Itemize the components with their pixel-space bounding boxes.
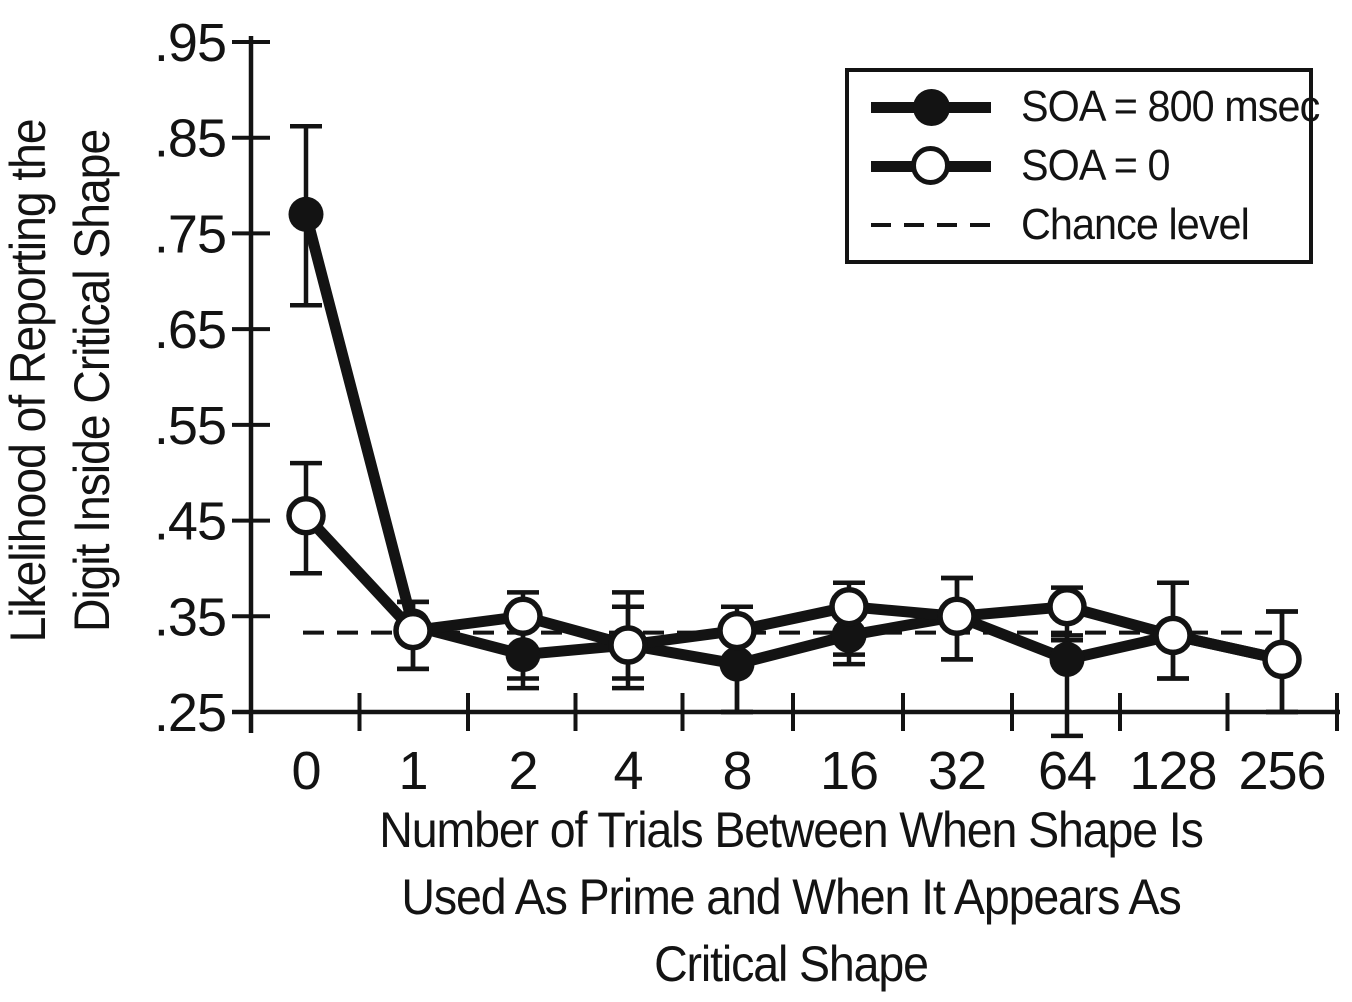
y-tick-label: .25 [154,683,226,743]
x-axis-title-line2: Used As Prime and When It Appears As [401,869,1181,925]
x-axis-title-line1: Number of Trials Between When Shape Is [379,802,1204,858]
legend-label-soa-0: SOA = 0 [1021,141,1171,190]
x-tick-label: 4 [613,741,642,801]
data-point [1047,586,1087,627]
y-tick-label: .45 [154,492,226,552]
data-point [288,196,324,232]
error-bars-series-1 [290,460,1298,715]
data-point [1049,641,1085,677]
filled-circle-marker-icon [871,85,991,129]
x-tick-label: 0 [291,741,320,801]
series-line-0 [300,212,1284,670]
legend: SOA = 800 msec SOA = 0 Chance level [845,68,1320,264]
data-point [1262,639,1302,680]
y-axis-title-line1: Likelihood of Reporting the [0,119,56,643]
filled-circle-swatch [912,88,950,126]
y-tick-label: .55 [154,396,226,456]
x-axis: 0 1 2 4 8 16 32 64 128 256 [232,693,1340,801]
data-point [719,646,755,682]
x-tick-label: 128 [1129,741,1216,801]
x-axis-title: Number of Trials Between When Shape Is U… [280,797,1303,998]
data-point [1153,615,1193,656]
series-markers-1 [286,496,1302,680]
series-markers-0 [288,196,1300,682]
data-point [393,610,433,651]
legend-item-soa-800: SOA = 800 msec [871,82,1320,131]
x-tick-label: 8 [722,741,751,801]
data-point [503,596,543,637]
x-axis-title-line3: Critical Shape [654,936,929,992]
y-tick-label: .75 [154,204,226,264]
legend-item-chance-level: Chance level [871,200,1309,249]
data-point [505,637,541,673]
data-point [829,586,869,627]
x-tick-label: 16 [820,741,878,801]
data-point [286,496,326,536]
y-tick-label: .35 [154,587,226,647]
dashed-line-icon [871,203,991,247]
legend-item-soa-0: SOA = 0 [871,141,1309,190]
open-circle-swatch [911,146,950,185]
y-tick-label: .65 [154,300,226,360]
legend-label-chance-level: Chance level [1021,200,1250,249]
x-tick-label: 256 [1238,741,1325,801]
y-axis-title-line2: Digit Inside Critical Shape [64,129,120,633]
open-circle-marker-icon [871,144,991,188]
data-point [937,596,977,637]
y-axis-title: Likelihood of Reporting the Digit Inside… [0,46,130,716]
data-point [831,617,867,653]
y-axis: .95 .85 .75 .65 .55 .45 .35 .25 [154,13,270,743]
x-tick-label: 64 [1038,741,1096,801]
x-tick-label: 32 [928,741,986,801]
y-tick-label: .95 [154,13,226,73]
series-line-1 [301,512,1284,665]
dashed-line-swatch [871,223,991,227]
data-point [717,610,757,651]
y-tick-label: .85 [154,109,226,169]
x-tick-label: 2 [508,741,537,801]
data-point [608,625,648,665]
x-tick-label: 1 [398,741,427,801]
legend-label-soa-800: SOA = 800 msec [1021,82,1320,131]
